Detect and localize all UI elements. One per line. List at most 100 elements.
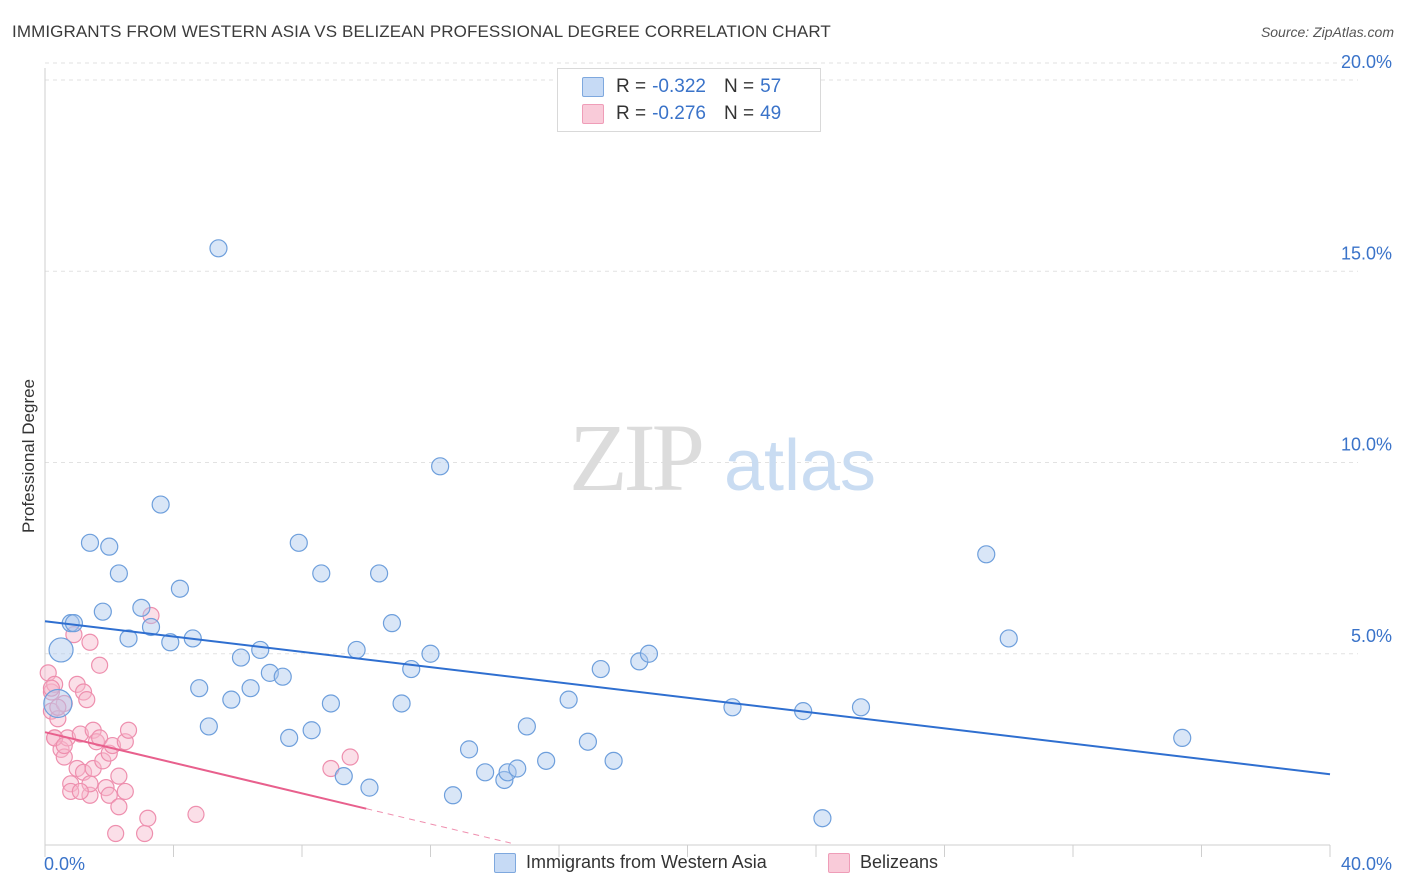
data-point-western-asia <box>459 740 479 759</box>
source-note: Source: ZipAtlas.com <box>1260 24 1394 40</box>
data-point-western-asia <box>498 763 517 782</box>
data-point-western-asia <box>190 679 209 698</box>
legend-item-western-asia: Immigrants from Western Asia <box>494 852 767 873</box>
legend-swatch-blue <box>494 852 516 873</box>
data-point-belizeans <box>107 824 125 843</box>
data-point-belizeans <box>91 656 109 674</box>
data-point-western-asia <box>80 533 100 552</box>
data-point-belizeans <box>100 786 118 804</box>
data-point-belizeans <box>55 736 73 755</box>
legend-r-label: R = <box>616 103 647 124</box>
data-point-western-asia <box>999 629 1018 648</box>
legend-n-value: 57 <box>760 76 782 97</box>
data-point-western-asia <box>151 495 170 514</box>
data-point-western-asia <box>170 579 190 598</box>
data-point-western-asia <box>382 614 402 633</box>
tick-labels: 5.0% 10.0% 15.0% 20.0% 0.0% 40.0% <box>44 52 1392 874</box>
data-point-belizeans <box>119 721 138 739</box>
data-point-western-asia <box>119 629 138 648</box>
data-point-western-asia <box>639 644 659 663</box>
data-point-western-asia <box>209 239 228 258</box>
data-point-western-asia <box>578 732 598 751</box>
data-point-belizeans <box>62 782 80 801</box>
watermark: ZIP atlas <box>569 404 876 511</box>
data-point-western-asia <box>141 617 161 637</box>
data-point-western-asia <box>630 652 649 671</box>
data-point-western-asia <box>851 698 871 717</box>
data-point-western-asia <box>559 690 578 709</box>
data-point-belizeans <box>341 748 359 766</box>
data-point-western-asia <box>222 690 241 709</box>
legend-swatch-pink <box>828 852 850 873</box>
data-point-belizeans <box>187 805 205 824</box>
western-asia-points <box>43 239 1192 828</box>
legend-n-label: N = <box>723 76 755 97</box>
data-point-belizeans <box>110 767 128 785</box>
x-tick-label: 40.0% <box>1341 854 1392 874</box>
y-tick-label: 10.0% <box>1341 435 1392 455</box>
legend-row-belizeans: R = -0.276 N = 49 <box>582 102 781 126</box>
data-point-western-asia <box>476 763 495 782</box>
data-point-western-asia <box>100 537 119 556</box>
data-point-western-asia <box>48 637 74 663</box>
data-point-western-asia <box>402 659 421 679</box>
data-point-belizeans <box>81 633 99 651</box>
legend-swatch-pink <box>582 104 604 124</box>
legend-row-western-asia: R = -0.322 N = 57 <box>582 75 781 99</box>
data-point-western-asia <box>241 679 260 698</box>
data-point-western-asia <box>604 751 623 770</box>
data-point-belizeans <box>110 798 128 816</box>
trend-lines <box>44 620 1331 844</box>
data-point-western-asia <box>280 728 299 748</box>
watermark-atlas: atlas <box>724 426 876 506</box>
data-point-western-asia <box>591 659 610 679</box>
y-tick-label: 5.0% <box>1351 626 1392 646</box>
data-point-western-asia <box>302 721 321 740</box>
data-point-western-asia <box>251 640 270 660</box>
data-point-western-asia <box>132 598 151 617</box>
data-point-western-asia <box>360 778 379 797</box>
data-point-western-asia <box>161 633 180 652</box>
data-point-belizeans <box>139 809 157 827</box>
y-axis-label: Professional Degree <box>19 379 38 533</box>
data-point-western-asia <box>347 640 366 660</box>
trend-line-belizeans-extension <box>366 808 511 844</box>
watermark-zip: ZIP <box>569 404 702 511</box>
chart-title: IMMIGRANTS FROM WESTERN ASIA VS BELIZEAN… <box>12 22 831 41</box>
legend-n-label: N = <box>723 103 755 124</box>
data-point-western-asia <box>443 786 463 805</box>
stats-legend: R = -0.322 N = 57 R = -0.276 N = 49 <box>557 68 821 132</box>
data-point-western-asia <box>1173 728 1192 748</box>
legend-n-value: 49 <box>760 103 782 124</box>
y-tick-label: 20.0% <box>1341 52 1392 72</box>
data-point-belizeans <box>49 698 67 716</box>
legend-label-western-asia: Immigrants from Western Asia <box>526 852 767 872</box>
data-point-belizeans <box>71 782 89 801</box>
data-point-belizeans <box>116 782 134 801</box>
data-point-western-asia <box>813 809 832 828</box>
data-point-western-asia <box>199 717 218 736</box>
data-point-western-asia <box>312 564 331 583</box>
data-point-western-asia <box>93 602 112 621</box>
trend-line-western-asia <box>44 620 1331 776</box>
data-point-western-asia <box>43 688 73 719</box>
data-point-western-asia <box>231 648 251 667</box>
data-point-western-asia <box>370 564 389 583</box>
data-point-western-asia <box>977 545 996 564</box>
legend-r-label: R = <box>616 76 647 97</box>
trend-line-belizeans <box>44 731 367 810</box>
data-point-western-asia <box>321 694 341 713</box>
data-point-western-asia <box>517 717 536 736</box>
data-point-belizeans <box>71 725 89 743</box>
data-point-western-asia <box>273 667 292 686</box>
data-point-western-asia <box>431 457 450 476</box>
data-point-belizeans <box>78 691 96 709</box>
data-point-western-asia <box>334 767 353 786</box>
legend-r-value: -0.276 <box>652 103 706 124</box>
legend-label-belizeans: Belizeans <box>860 852 939 872</box>
data-point-belizeans <box>42 679 61 697</box>
x-tick-label: 0.0% <box>44 854 85 874</box>
data-point-western-asia <box>109 564 128 583</box>
legend-r-value: -0.322 <box>652 76 706 97</box>
